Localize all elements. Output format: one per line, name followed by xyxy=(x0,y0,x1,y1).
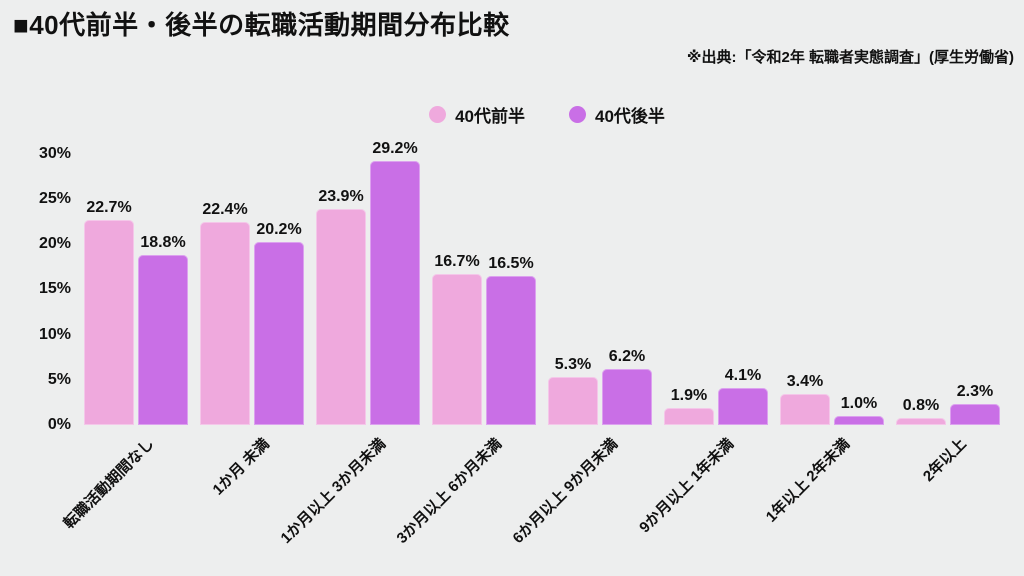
bar-late40s-1 xyxy=(254,242,304,425)
bar-late40s-2 xyxy=(370,161,420,425)
bar-value-label-late40s-4: 6.2% xyxy=(608,348,646,365)
bar-value-label-late40s-0: 18.8% xyxy=(140,234,186,251)
bar-late40s-6 xyxy=(834,416,884,425)
bar-late40s-7 xyxy=(950,404,1000,425)
y-axis-tick-20: 20% xyxy=(38,235,71,252)
x-axis-category-label-1: 1か月 未満 xyxy=(210,435,274,499)
bar-early40s-6 xyxy=(780,394,830,425)
bar-early40s-4 xyxy=(548,377,598,425)
y-axis-tick-0: 0% xyxy=(47,416,71,433)
bar-value-label-late40s-1: 20.2% xyxy=(256,221,302,238)
bar-late40s-5 xyxy=(718,388,768,425)
bar-value-label-early40s-0: 22.7% xyxy=(86,199,132,216)
bar-value-label-early40s-5: 1.9% xyxy=(670,387,708,404)
bar-value-label-late40s-5: 4.1% xyxy=(724,367,762,384)
x-axis-category-label-0: 転職活動期間なし xyxy=(60,435,158,533)
y-axis-tick-5: 5% xyxy=(47,370,71,388)
x-axis-category-label-5: 9か月以上 1年未満 xyxy=(636,435,738,537)
x-axis-category-label-7: 2年以上 xyxy=(919,435,970,486)
bar-early40s-5 xyxy=(664,408,714,425)
x-axis-category-label-2: 1か月以上 3か月未満 xyxy=(277,435,390,547)
bar-value-label-late40s-2: 29.2% xyxy=(372,140,418,157)
bar-value-label-early40s-2: 23.9% xyxy=(318,188,364,205)
legend-item-early40s: 40代前半 xyxy=(429,102,525,127)
bar-early40s-1 xyxy=(200,222,250,425)
legend-swatch-early40s xyxy=(429,106,447,123)
bar-value-label-early40s-4: 5.3% xyxy=(554,356,592,373)
bar-value-label-early40s-3: 16.7% xyxy=(434,253,480,270)
bar-value-label-late40s-7: 2.3% xyxy=(956,383,994,400)
legend-item-late40s: 40代後半 xyxy=(569,102,665,127)
x-axis-category-label-3: 3か月以上 6か月未満 xyxy=(393,435,506,547)
bar-early40s-3 xyxy=(432,274,482,425)
source-note: ※出典:「令和2年 転職者実態調査」(厚生労働省) xyxy=(686,49,1014,66)
y-axis-tick-30: 30% xyxy=(38,144,71,162)
y-axis-tick-10: 10% xyxy=(38,325,71,343)
bar-early40s-0 xyxy=(84,220,134,425)
bar-value-label-early40s-1: 22.4% xyxy=(202,201,248,218)
x-axis-category-label-6: 1年以上 2年未満 xyxy=(762,435,854,526)
bar-late40s-3 xyxy=(486,276,536,425)
chart-legend: 40代前半 40代後半 xyxy=(84,102,1010,127)
bar-value-label-late40s-6: 1.0% xyxy=(840,395,878,412)
y-axis-tick-25: 25% xyxy=(38,189,71,207)
x-axis-category-label-4: 6か月以上 9か月未満 xyxy=(509,435,622,547)
bar-early40s-7 xyxy=(896,418,946,425)
bar-late40s-0 xyxy=(138,255,188,425)
bar-value-label-early40s-7: 0.8% xyxy=(902,397,940,414)
bar-value-label-early40s-6: 3.4% xyxy=(786,373,824,390)
bar-early40s-2 xyxy=(316,209,366,425)
legend-label-late40s: 40代後半 xyxy=(595,107,665,126)
bar-value-label-late40s-3: 16.5% xyxy=(488,255,534,272)
legend-swatch-late40s xyxy=(569,106,586,123)
bar-late40s-4 xyxy=(602,369,652,425)
page-title: ■40代前半・後半の転職活動期間分布比較 xyxy=(13,10,510,40)
y-axis-tick-15: 15% xyxy=(38,280,71,298)
legend-label-early40s: 40代前半 xyxy=(455,107,525,126)
